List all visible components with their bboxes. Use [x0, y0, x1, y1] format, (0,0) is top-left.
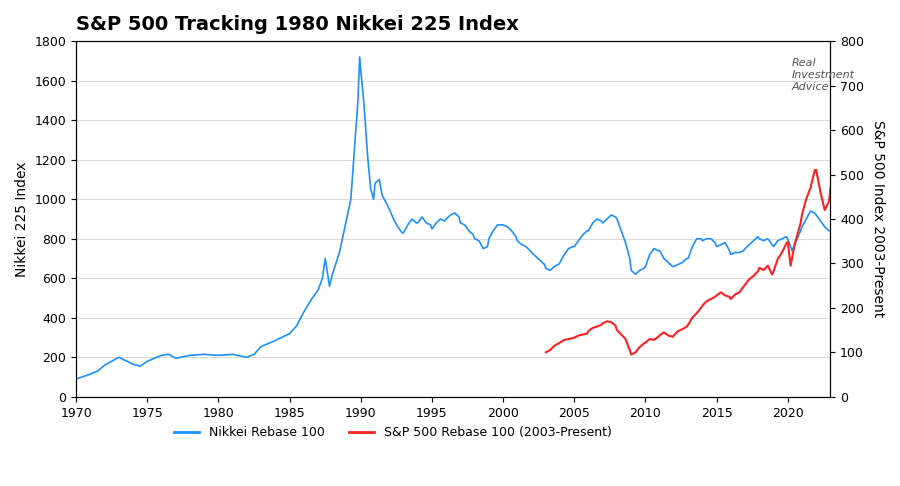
Y-axis label: Nikkei 225 Index: Nikkei 225 Index [15, 161, 29, 277]
Legend: Nikkei Rebase 100, S&P 500 Rebase 100 (2003-Present): Nikkei Rebase 100, S&P 500 Rebase 100 (2… [168, 421, 617, 444]
Y-axis label: S&P 500 Index 2003-Present: S&P 500 Index 2003-Present [871, 121, 885, 317]
Text: S&P 500 Tracking 1980 Nikkei 225 Index: S&P 500 Tracking 1980 Nikkei 225 Index [76, 15, 519, 34]
Text: Real
Investment
Advice: Real Investment Advice [792, 58, 855, 91]
